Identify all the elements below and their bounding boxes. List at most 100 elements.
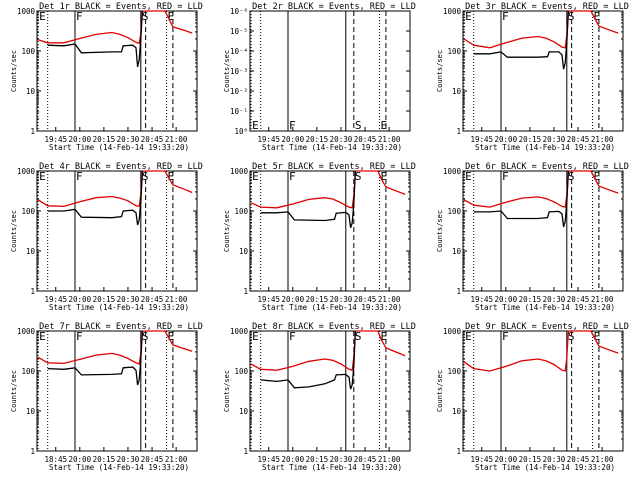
x-tick-label: 21:00 — [165, 295, 188, 304]
series-lld-line — [463, 10, 619, 49]
plot-frame — [36, 170, 198, 292]
x-tick-label: 19:45 — [44, 135, 67, 144]
y-tick-label: 100 — [234, 367, 248, 376]
chart-title: Det 9r BLACK = Events, RED = LLD — [465, 322, 629, 332]
detector-panel-5: Det 5r BLACK = Events, RED = LLD 1 10 100 10… — [213, 160, 426, 320]
series-events-line — [47, 10, 144, 68]
chart-svg: Det 6r BLACK = Events, RED = LLD 1 10 100 10… — [436, 162, 629, 312]
y-axis-title: Counts/sec — [223, 370, 231, 412]
y-tick-label: 10 — [26, 407, 36, 416]
x-tick-label: 20:45 — [141, 295, 164, 304]
series-events-line — [47, 330, 144, 386]
event-marker-label: E — [465, 10, 472, 23]
x-tick-label: 19:45 — [257, 455, 280, 464]
event-marker-label: F — [289, 330, 296, 343]
y-tick-label: 1000 — [443, 327, 462, 336]
x-tick-label: 21:00 — [378, 135, 401, 144]
event-marker-label: S — [568, 10, 575, 23]
y-axis-title: Counts/sec — [223, 210, 231, 252]
event-marker-label: E — [593, 330, 600, 343]
y-tick-label: 100 — [21, 207, 35, 216]
event-marker-label: E — [39, 170, 46, 183]
chart-svg: Det 1r BLACK = Events, RED = LLD 1 10 100 10… — [10, 2, 203, 152]
x-axis-title: Start Time (14-Feb-14 19:33:20) — [262, 143, 402, 152]
event-marker-label: S — [355, 170, 362, 183]
y-tick-label: 10⁻² — [230, 87, 248, 96]
detector-panel-6: Det 6r BLACK = Events, RED = LLD 1 10 100 10… — [426, 160, 639, 320]
x-tick-label: 20:45 — [567, 135, 590, 144]
series-lld-line — [463, 330, 619, 372]
series-lld-line — [250, 170, 406, 209]
x-tick-label: 20:00 — [282, 295, 305, 304]
x-tick-label: 20:15 — [93, 455, 116, 464]
chart-svg: Det 3r BLACK = Events, RED = LLD 1 10 100 10… — [436, 2, 629, 152]
x-tick-label: 20:30 — [330, 455, 353, 464]
detector-panel-3: Det 3r BLACK = Events, RED = LLD 1 10 100 10… — [426, 0, 639, 160]
y-tick-label: 100 — [447, 207, 461, 216]
y-tick-label: 100 — [21, 47, 35, 56]
x-tick-label: 19:45 — [470, 295, 493, 304]
x-tick-label: 20:15 — [519, 455, 542, 464]
y-tick-label: 1000 — [17, 327, 36, 336]
detector-panel-8: Det 8r BLACK = Events, RED = LLD 1 10 100 10… — [213, 320, 426, 480]
x-tick-label: 21:00 — [378, 295, 401, 304]
y-tick-label: 1 — [30, 287, 35, 296]
x-tick-label: 20:15 — [519, 135, 542, 144]
event-marker-label: E — [380, 330, 387, 343]
chart-title: Det 5r BLACK = Events, RED = LLD — [252, 162, 416, 172]
x-tick-label: 19:45 — [44, 295, 67, 304]
x-tick-label: 21:00 — [378, 455, 401, 464]
y-tick-label: 10⁻³ — [230, 67, 248, 76]
y-tick-label: 1 — [456, 287, 461, 296]
series-lld-line — [37, 10, 193, 45]
y-tick-label: 10⁻⁵ — [230, 27, 248, 36]
detector-panel-9: Det 9r BLACK = Events, RED = LLD 1 10 100 10… — [426, 320, 639, 480]
y-tick-label: 1 — [243, 287, 248, 296]
y-axis-title: Counts/sec — [436, 210, 444, 252]
event-marker-label: F — [76, 10, 83, 23]
detector-panel-2: Det 2r BLACK = Events, RED = LLD 10⁰ 10⁻¹ 1… — [213, 0, 426, 160]
event-marker-label: S — [142, 170, 149, 183]
x-tick-label: 20:30 — [330, 295, 353, 304]
x-tick-label: 21:00 — [165, 455, 188, 464]
plot-frame — [36, 330, 198, 452]
y-tick-label: 10⁻⁶ — [230, 7, 248, 16]
event-marker-label: F — [76, 170, 83, 183]
x-tick-label: 20:45 — [354, 455, 377, 464]
x-tick-label: 20:45 — [141, 135, 164, 144]
chart-title: Det 8r BLACK = Events, RED = LLD — [252, 322, 416, 332]
y-tick-label: 10⁻⁴ — [230, 47, 248, 56]
event-marker-label: F — [502, 10, 509, 23]
x-tick-label: 20:45 — [354, 135, 377, 144]
x-tick-label: 20:00 — [69, 455, 92, 464]
x-tick-label: 20:00 — [282, 135, 305, 144]
y-tick-label: 10 — [452, 247, 462, 256]
x-tick-label: 20:45 — [141, 455, 164, 464]
plot-frame — [36, 10, 198, 132]
series-events-line — [473, 170, 570, 228]
event-marker-label: E — [465, 330, 472, 343]
chart-title: Det 4r BLACK = Events, RED = LLD — [39, 162, 203, 172]
event-marker-label: E — [465, 170, 472, 183]
x-tick-label: 20:45 — [567, 455, 590, 464]
series-events-line — [47, 170, 144, 226]
x-tick-label: 20:30 — [543, 455, 566, 464]
x-tick-label: 20:15 — [93, 295, 116, 304]
y-axis-title: Counts/sec — [10, 370, 18, 412]
event-marker-label: S — [568, 330, 575, 343]
series-lld-line — [37, 330, 193, 365]
x-tick-label: 20:45 — [354, 295, 377, 304]
x-tick-label: 20:30 — [543, 295, 566, 304]
event-marker-label: F — [289, 170, 296, 183]
y-tick-label: 1000 — [230, 167, 249, 176]
series-lld-line — [250, 330, 406, 372]
series-events-line — [260, 330, 357, 390]
x-tick-label: 20:30 — [117, 135, 140, 144]
x-axis-title: Start Time (14-Feb-14 19:33:20) — [475, 463, 615, 472]
x-tick-label: 20:00 — [282, 455, 305, 464]
chart-title: Det 2r BLACK = Events, RED = LLD — [252, 2, 416, 12]
y-tick-label: 100 — [234, 207, 248, 216]
x-axis-title: Start Time (14-Feb-14 19:33:20) — [475, 303, 615, 312]
x-tick-label: 19:45 — [257, 295, 280, 304]
y-tick-label: 1000 — [443, 167, 462, 176]
